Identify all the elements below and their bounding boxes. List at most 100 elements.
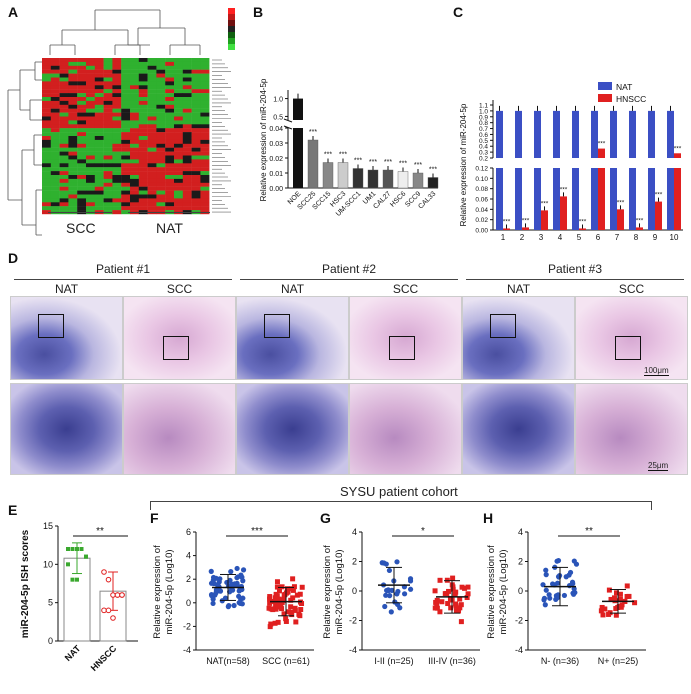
heatmap-cell — [42, 190, 51, 195]
heatmap-cell — [138, 65, 148, 70]
bar-hnscc — [598, 168, 605, 230]
data-point — [236, 588, 242, 594]
heatmap-cell — [42, 159, 51, 164]
heatmap-cell — [165, 194, 175, 199]
data-point — [277, 601, 283, 607]
heatmap-cell — [138, 159, 148, 164]
data-point — [599, 604, 605, 610]
heatmap-cell — [200, 167, 210, 172]
heatmap-cell — [191, 69, 201, 74]
data-point — [217, 588, 224, 594]
heatmap-cell — [103, 120, 113, 125]
heatmap-cell — [147, 147, 157, 152]
heatmap-cell — [156, 139, 166, 144]
heatmap-cell — [68, 116, 78, 121]
heatmap-cell — [191, 175, 201, 180]
data-point — [290, 576, 296, 582]
bar — [322, 162, 334, 189]
heatmap-cell — [50, 77, 60, 82]
data-point — [394, 559, 400, 565]
category-label: N+ (n=25) — [598, 656, 639, 666]
heatmap-cell — [174, 104, 183, 109]
heatmap-cell — [77, 69, 87, 74]
heatmap-cell — [68, 89, 78, 94]
heatmap-cell — [50, 81, 60, 86]
tick-label: 0 — [518, 586, 523, 596]
data-point — [450, 584, 456, 590]
data-point — [292, 605, 298, 611]
heatmap-cell — [59, 104, 69, 109]
data-point — [543, 567, 549, 573]
heatmap-cell — [191, 155, 201, 160]
heatmap-cell — [50, 61, 60, 66]
heatmap-cell — [77, 89, 87, 94]
data-point — [279, 584, 285, 590]
heatmap-cell — [42, 65, 51, 70]
heatmap-cell — [165, 85, 175, 90]
heatmap-cell — [182, 163, 192, 168]
heatmap-cell — [200, 159, 210, 164]
heatmap-cell — [103, 93, 113, 98]
heatmap-cell — [77, 198, 87, 203]
heatmap-cell — [200, 93, 210, 98]
heatmap-cell — [59, 147, 69, 152]
histology-image-nat-high — [10, 383, 123, 475]
data-point — [274, 584, 280, 590]
category-label: 7 — [615, 233, 620, 242]
heatmap-cell — [165, 89, 175, 94]
data-point — [84, 554, 88, 559]
heatmap-cell — [165, 167, 175, 172]
heatmap-cell — [77, 155, 87, 160]
heatmap-cell — [103, 77, 113, 82]
histology-image-nat-low — [10, 296, 123, 380]
heatmap-cell — [121, 202, 131, 207]
nat-underline — [128, 212, 210, 213]
data-point — [439, 599, 445, 605]
heatmap-cell — [147, 163, 157, 168]
data-point — [274, 579, 280, 585]
heatmap-cell — [130, 97, 139, 102]
heatmap-cell — [112, 182, 122, 187]
bar — [367, 169, 379, 189]
data-point — [231, 602, 237, 609]
heatmap-cell — [112, 124, 122, 129]
heatmap-cell — [103, 178, 113, 183]
heatmap-cell — [200, 128, 210, 133]
heatmap-cell — [94, 167, 104, 172]
data-point — [457, 596, 463, 602]
bar-nat — [553, 168, 560, 230]
axis-break — [283, 125, 293, 130]
y-axis-label: miR-204-5p (Log10) — [498, 549, 509, 634]
heatmap-cell — [200, 100, 210, 105]
heatmap-cell — [103, 143, 113, 148]
heatmap-cell — [182, 132, 192, 137]
category-label: 6 — [596, 233, 601, 242]
heatmap-cell — [112, 194, 122, 199]
heatmap-cell — [156, 202, 166, 207]
data-point — [546, 592, 552, 598]
heatmap-cell — [112, 61, 122, 66]
tick-label: 0.02 — [269, 156, 283, 163]
heatmap-cell — [130, 85, 139, 90]
heatmap-cell — [77, 182, 87, 187]
histology-image-nat-high — [462, 383, 575, 475]
tick-label: 5 — [48, 598, 53, 608]
heatmap-cell — [156, 58, 166, 63]
data-point — [465, 591, 471, 597]
heatmap-cell — [191, 120, 201, 125]
heatmap-cell — [174, 73, 183, 78]
heatmap-cell — [59, 73, 69, 78]
tick-label: -2 — [183, 621, 191, 631]
histology-image-scc-high — [575, 383, 688, 475]
heatmap-cell — [103, 97, 113, 102]
heatmap-panel — [7, 8, 235, 236]
heatmap-cell — [94, 85, 104, 90]
heatmap-cell — [130, 186, 139, 191]
heatmap-cell — [94, 77, 104, 82]
heatmap-cell — [77, 124, 87, 129]
heatmap-cell — [174, 77, 183, 82]
heatmap-cell — [147, 85, 157, 90]
y-axis-label: Relative expression of — [486, 545, 497, 639]
heatmap-cell — [182, 112, 192, 117]
bar-hnscc — [674, 153, 681, 158]
